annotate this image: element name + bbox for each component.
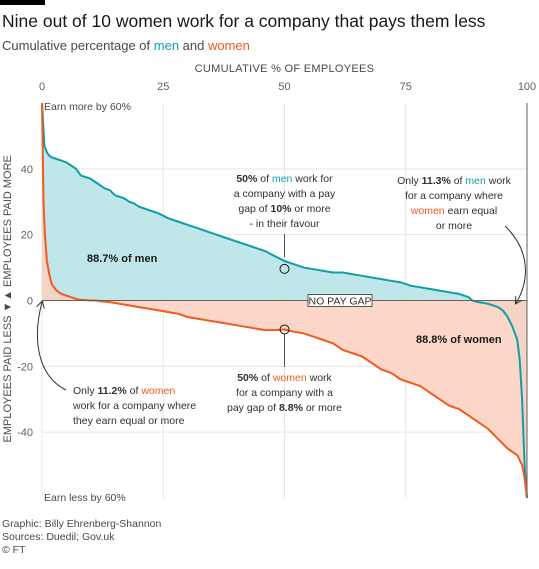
women-equal-annotation: Only 11.2% of women work for a company wh…	[72, 385, 196, 427]
series-lines	[41, 102, 528, 499]
men-equal-arrow	[504, 225, 526, 303]
women-median-annotation-line: 50% of women work	[237, 372, 332, 384]
y-tick-label: 40	[21, 164, 33, 176]
men-line	[41, 102, 528, 499]
y-tick-label: -20	[17, 361, 33, 373]
men-median-annotation-line: gap of 10% or more	[238, 203, 330, 215]
men-equal-annotation-line: Only 11.3% of men work	[397, 175, 512, 187]
ft-top-rule	[0, 0, 45, 5]
footer-sources: Sources: Duedil; Gov.uk	[2, 531, 115, 543]
men-median-annotation-line: a company with a pay	[234, 188, 336, 200]
men-median-annotation-line: - in their favour	[249, 218, 320, 230]
x-tick-label: 0	[39, 81, 45, 93]
men-share-label: 88.7% of men	[87, 253, 158, 265]
x-tick-label: 100	[518, 81, 536, 93]
subtitle-joiner: and	[179, 38, 208, 53]
men-median-marker	[279, 263, 290, 274]
men-equal-annotation: Only 11.3% of men work for a company wher…	[397, 175, 512, 232]
men-equal-annotation-line: for a company where	[405, 190, 503, 202]
women-median-annotation-line: for a company with a	[236, 387, 333, 399]
axes: 40 20 0 -20 -40 0 25 50 75 100 CUMULATIVE % OF EMP…	[2, 63, 536, 504]
y-tick-label: 20	[21, 230, 33, 242]
x-tick-label: 25	[157, 81, 169, 93]
chart-subtitle: Cumulative percentage of men and women	[2, 38, 250, 53]
top-range-label: Earn more by 60%	[44, 101, 131, 113]
men-equal-annotation-line: or more	[436, 220, 472, 232]
annotations: 88.7% of men 88.8% of women 50% of men wor…	[37, 173, 526, 427]
y-tick-label: 0	[27, 296, 33, 308]
x-tick-label: 50	[278, 81, 290, 93]
subtitle-women: women	[207, 38, 250, 53]
women-equal-annotation-line: work for a company where	[72, 400, 196, 412]
women-share-label: 88.8% of women	[416, 334, 502, 346]
men-median-annotation-line: 50% of men work for	[236, 173, 333, 185]
women-equal-arrow	[37, 302, 67, 391]
women-equal-annotation-line: Only 11.2% of women	[73, 385, 175, 397]
women-line	[41, 102, 528, 499]
men-median-annotation: 50% of men work for a company with a pay g…	[234, 173, 336, 230]
men-equal-annotation-line: women earn equal	[410, 205, 497, 217]
bottom-range-label: Earn less by 60%	[44, 492, 126, 504]
subtitle-men: men	[153, 38, 180, 53]
y-tick-label: -40	[17, 427, 33, 439]
footer-copyright: © FT	[2, 544, 26, 556]
women-median-annotation: 50% of women work for a company with a pay…	[227, 372, 342, 414]
y-axis-label-less: EMPLOYEES PAID LESS ▼	[2, 302, 14, 443]
x-axis-title: CUMULATIVE % OF EMPLOYEES	[195, 63, 375, 75]
no-pay-gap-box	[307, 294, 373, 307]
subtitle-prefix: Cumulative percentage of	[2, 38, 154, 53]
women-median-marker	[279, 324, 290, 335]
footer-graphic-credit: Graphic: Billy Ehrenberg-Shannon	[2, 518, 162, 530]
x-tick-label: 75	[400, 81, 412, 93]
women-median-annotation-line: pay gap of 8.8% or more	[227, 402, 342, 414]
no-pay-gap-label: NO PAY GAP	[308, 296, 371, 308]
chart-title: Nine out of 10 women work for a company …	[2, 11, 486, 31]
women-equal-annotation-line: they earn equal or more	[73, 415, 185, 427]
y-axis-label-more: ▲ EMPLOYEES PAID MORE	[2, 155, 14, 301]
